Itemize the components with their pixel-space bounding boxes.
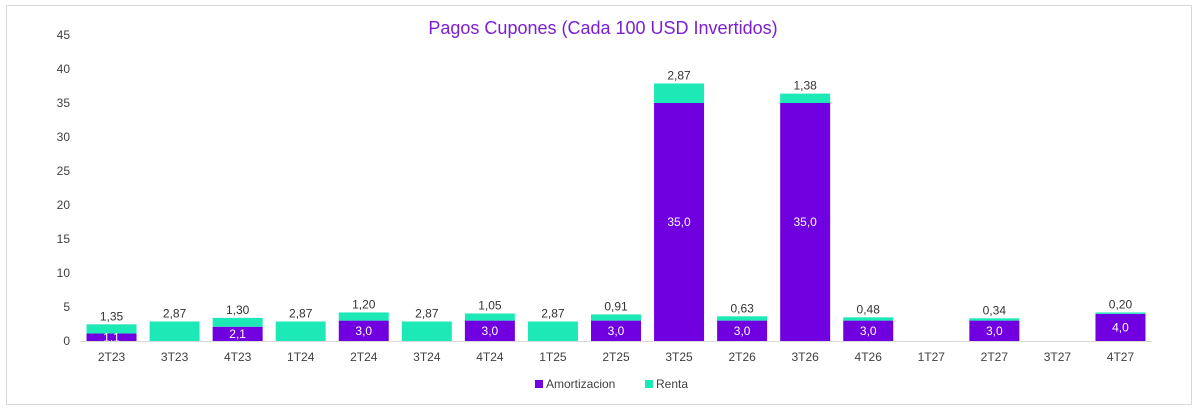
x-tick-label: 2T27 [981,350,1009,364]
y-tick-label: 15 [57,232,71,246]
bar-amortizacion [1095,313,1146,341]
bar-amortizacion [464,320,515,341]
bar-renta [654,83,705,103]
x-tick-label: 2T24 [350,350,378,364]
bar-renta [780,93,831,103]
data-label-amortizacion: 3,0 [734,324,751,338]
legend-swatch-amortizacion [535,380,543,388]
data-label-renta: 1,38 [793,79,817,93]
x-tick-label: 3T23 [161,350,189,364]
y-tick-label: 25 [57,164,71,178]
bars-group [86,83,1146,341]
data-label-renta: 0,20 [1109,297,1133,311]
bar-amortizacion [591,320,641,341]
data-label-amortizacion: 3,0 [986,324,1003,338]
data-label-renta: 0,91 [604,299,628,313]
x-tick-label: 1T27 [918,350,946,364]
legend-label-amortizacion: Amortizacion [546,377,615,391]
bar-renta [212,317,263,327]
y-tick-label: 35 [57,96,71,110]
data-label-amortizacion: 4,0 [1112,320,1129,334]
y-tick-label: 0 [63,334,70,348]
y-axis: 0 5 10 15 20 25 30 35 40 45 [57,28,71,348]
bar-renta [275,321,326,341]
data-label-amortizacion: 1,1 [103,330,120,344]
y-tick-label: 5 [63,300,70,314]
bar-renta [401,321,452,341]
data-label-renta: 0,48 [857,302,881,316]
data-label-renta: 0,63 [730,301,754,315]
x-tick-label: 2T23 [98,350,126,364]
x-tick-label: 1T25 [539,350,567,364]
y-tick-label: 20 [57,198,71,212]
data-label-renta: 1,30 [226,303,250,317]
bar-renta [843,317,894,321]
bar-amortizacion [969,320,1020,341]
bar-amortizacion [780,103,831,341]
bar-amortizacion [212,326,263,341]
x-tick-label: 4T26 [855,350,883,364]
bar-renta [1095,312,1146,314]
bar-amortizacion [717,320,768,341]
data-label-renta: 2,87 [415,306,439,320]
data-labels-group: 1,1 1,35 2,87 2,1 1,30 2,87 3,0 1,20 2,87 3,0 1,05… [100,68,1133,344]
y-tick-label: 45 [57,28,71,42]
data-label-amortizacion: 3,0 [860,324,877,338]
x-tick-label: 3T25 [665,350,693,364]
bar-renta [591,314,641,321]
y-tick-label: 10 [57,266,71,280]
data-label-amortizacion: 35,0 [793,215,817,229]
x-tick-label: 2T26 [728,350,756,364]
x-tick-label: 4T24 [476,350,504,364]
bar-renta [464,313,515,321]
legend-swatch-renta [645,380,653,388]
data-label-amortizacion: 3,0 [608,324,625,338]
bar-renta [86,324,137,334]
chart-title: Pagos Cupones (Cada 100 USD Invertidos) [428,18,777,38]
legend: Amortizacion Renta [535,377,688,391]
x-tick-label: 4T27 [1107,350,1135,364]
bar-amortizacion [843,320,894,341]
bar-renta [527,321,578,341]
data-label-renta: 2,87 [289,306,313,320]
data-label-renta: 1,05 [478,298,502,312]
data-label-renta: 2,87 [163,306,187,320]
data-label-amortizacion: 2,1 [229,327,246,341]
x-axis: 2T23 3T23 4T23 1T24 2T24 3T24 4T24 1T25 2T25 3T25… [80,341,1152,364]
data-label-amortizacion: 35,0 [667,215,691,229]
bar-renta [969,318,1020,321]
data-label-renta: 1,35 [100,309,124,323]
x-tick-label: 3T27 [1044,350,1072,364]
data-label-amortizacion: 3,0 [355,324,372,338]
y-tick-label: 40 [57,62,71,76]
bar-renta [338,312,389,321]
data-label-renta: 2,87 [541,306,565,320]
legend-label-renta: Renta [656,377,688,391]
x-tick-label: 3T24 [413,350,441,364]
bar-amortizacion [654,103,705,341]
data-label-renta: 2,87 [667,68,691,82]
x-tick-label: 2T25 [602,350,630,364]
bar-renta [717,316,768,321]
data-label-renta: 1,20 [352,297,376,311]
bar-amortizacion [86,333,137,341]
x-tick-label: 4T23 [224,350,252,364]
bar-renta [149,321,200,341]
y-tick-label: 30 [57,130,71,144]
data-label-amortizacion: 3,0 [482,324,499,338]
bar-amortizacion [338,320,389,341]
data-label-renta: 0,34 [983,303,1007,317]
x-tick-label: 3T26 [791,350,819,364]
x-tick-label: 1T24 [287,350,315,364]
